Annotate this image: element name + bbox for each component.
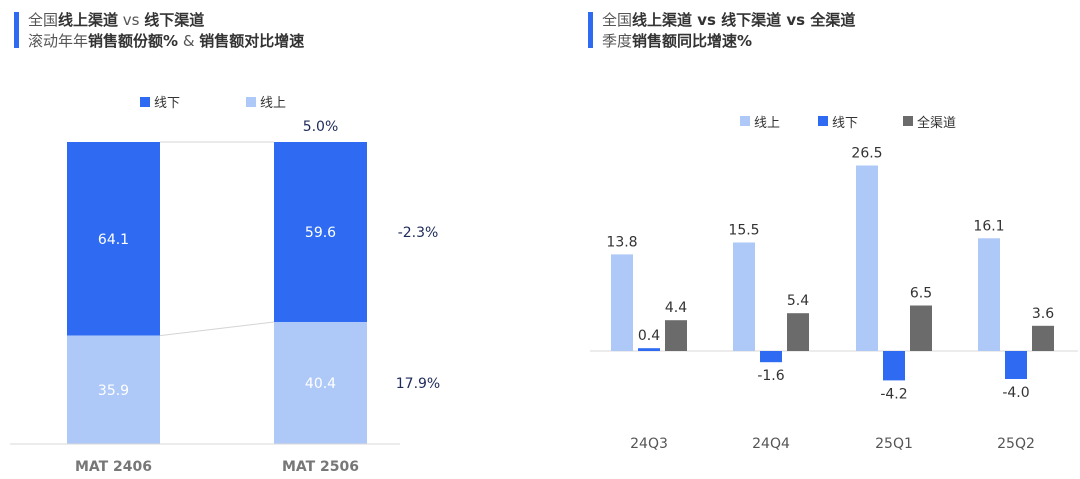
legend-label-total: 全渠道 (917, 115, 956, 131)
data-label-offline: 64.1 (98, 232, 129, 248)
header-accent-bar (588, 12, 593, 48)
bar-offline-growth (760, 351, 782, 363)
data-label-offline-growth: -4.2 (880, 386, 907, 402)
bar-offline-share (274, 142, 367, 322)
bar-offline-growth (638, 348, 660, 351)
data-label-total-growth: 5.4 (787, 293, 809, 309)
category-label: 25Q1 (875, 436, 913, 452)
bar-online-growth (611, 254, 633, 351)
legend-swatch-offline (818, 116, 828, 126)
data-label-online-growth: 13.8 (606, 234, 637, 250)
left-subtitle: 滚动年年销售额份额% & 销售额对比增速 (28, 32, 305, 50)
growth-label-total: 5.0% (303, 119, 339, 135)
right-chart-header: 全国线上渠道 vs 线下渠道 vs 全渠道 季度销售额同比增速% (588, 10, 855, 52)
data-label-offline: 59.6 (305, 225, 336, 241)
legend-label-offline: 线下 (154, 96, 180, 111)
bar-total-growth (665, 320, 687, 351)
legend-label-offline: 线下 (832, 116, 858, 131)
data-label-online-growth: 16.1 (973, 218, 1004, 234)
category-label: MAT 2406 (75, 459, 152, 475)
left-title: 全国线上渠道 vs 线下渠道 (28, 11, 205, 29)
category-label: 24Q3 (630, 436, 668, 452)
data-label-offline-growth: -1.6 (757, 368, 784, 384)
data-label-online: 40.4 (305, 376, 336, 392)
data-label-online: 35.9 (98, 383, 129, 399)
bar-total-growth (787, 313, 809, 351)
legend-swatch-total (903, 116, 913, 126)
left-chart-header: 全国线上渠道 vs 线下渠道 滚动年年销售额份额% & 销售额对比增速 (14, 10, 304, 52)
bar-online-growth (733, 242, 755, 351)
bar-offline-share (67, 142, 160, 336)
bar-total-growth (1032, 325, 1054, 351)
data-label-total-growth: 4.4 (665, 300, 687, 316)
legend-swatch-online (246, 97, 256, 107)
legend-swatch-offline (140, 97, 150, 107)
bar-online-share (67, 335, 160, 444)
data-label-online-growth: 26.5 (851, 146, 882, 162)
legend-label-online: 线上 (260, 96, 286, 111)
bar-total-growth (910, 305, 932, 351)
bar-offline-growth (883, 351, 905, 381)
bar-offline-growth (1005, 351, 1027, 379)
header-accent-bar (14, 12, 19, 48)
bar-online-growth (978, 238, 1000, 351)
legend-label-online: 线上 (754, 116, 780, 131)
legend-swatch-online (740, 116, 750, 126)
data-label-total-growth: 3.6 (1032, 306, 1054, 322)
bar-online-growth (856, 165, 878, 351)
data-label-online-growth: 15.5 (728, 223, 759, 239)
data-label-offline-growth: -4.0 (1002, 385, 1029, 401)
growth-label-offline: -2.3% (398, 225, 439, 241)
right-title: 全国线上渠道 vs 线下渠道 vs 全渠道 (602, 11, 856, 29)
category-label: MAT 2506 (282, 459, 359, 475)
data-label-offline-growth: 0.4 (638, 328, 660, 344)
connector-boundary (159, 321, 275, 337)
right-subtitle: 季度销售额同比增速% (602, 32, 753, 50)
bar-online-share (274, 321, 367, 444)
growth-label-online: 17.9% (396, 376, 440, 392)
category-label: 24Q4 (752, 436, 790, 452)
category-label: 25Q2 (997, 436, 1035, 452)
data-label-total-growth: 6.5 (910, 286, 932, 302)
